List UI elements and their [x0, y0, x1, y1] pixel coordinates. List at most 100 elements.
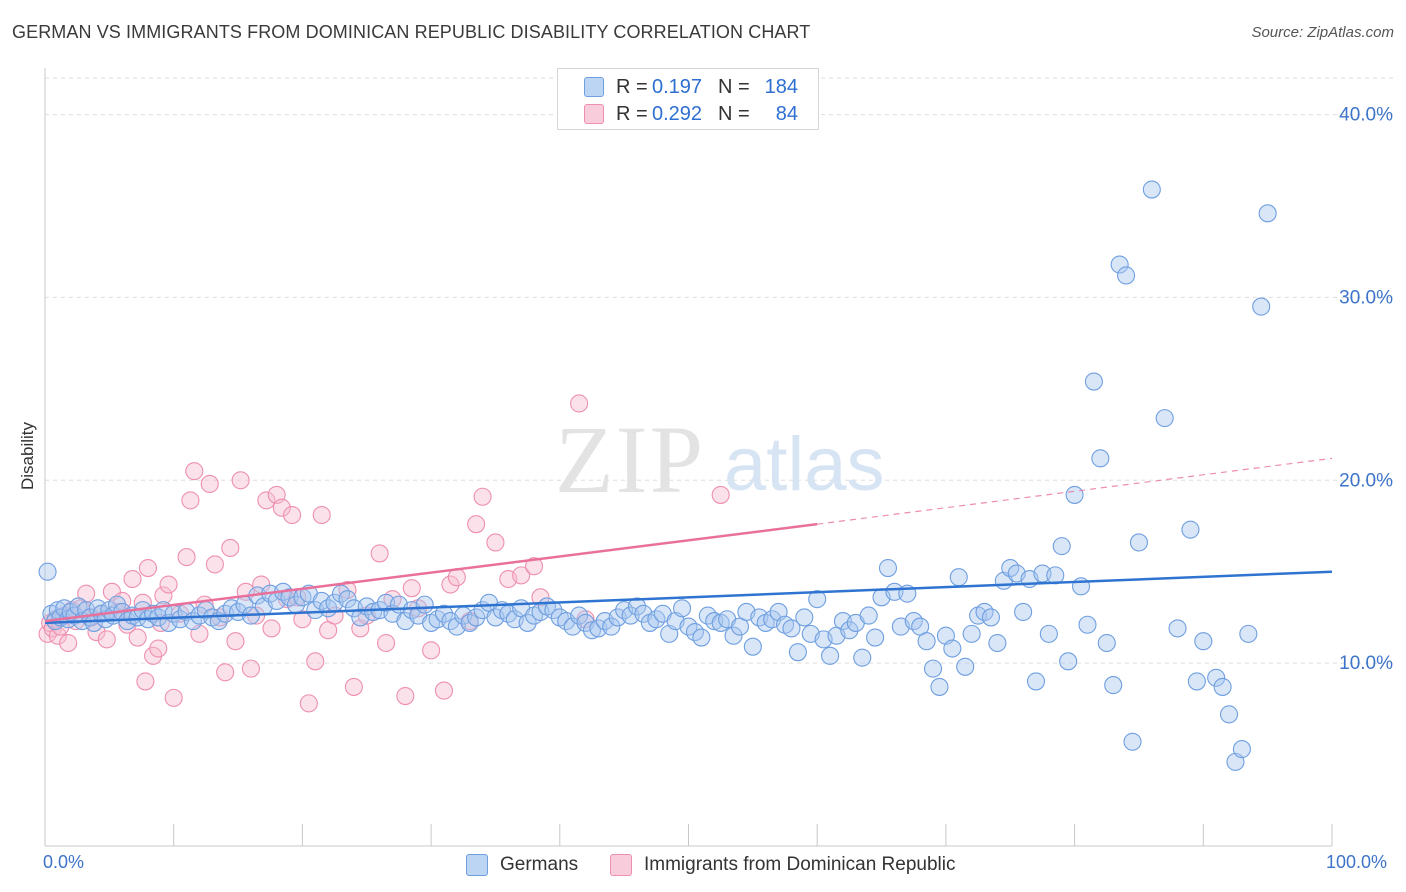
german-point — [434, 604, 454, 623]
axis-layer — [44, 68, 1333, 847]
german-point — [1213, 677, 1232, 696]
watermark: ZIP atlas — [555, 406, 885, 513]
german-point — [1039, 624, 1058, 643]
trend-layer — [44, 457, 1333, 625]
chart-title: GERMAN VS IMMIGRANTS FROM DOMINICAN REPU… — [12, 22, 811, 42]
german-point — [1207, 668, 1226, 687]
legend-dominican[interactable]: Immigrants from Dominican Republic — [610, 852, 956, 878]
german-point — [1187, 672, 1206, 691]
german-point — [930, 677, 949, 696]
german-point — [570, 606, 589, 625]
legend-germans-label: Germans — [500, 854, 579, 875]
legend-r-value: 0.292 — [652, 102, 703, 125]
dominican-point — [154, 586, 173, 605]
y-tick-label: 30.0% — [1339, 287, 1393, 308]
german-point — [1084, 372, 1103, 391]
german-point — [1065, 485, 1084, 504]
german-point — [949, 568, 968, 587]
german-point — [866, 628, 885, 647]
dominican-point — [59, 633, 78, 653]
legend-r-label: R = — [616, 102, 648, 125]
german-point — [1181, 520, 1200, 539]
german-point — [1110, 255, 1129, 274]
german-point — [1026, 672, 1046, 691]
legend-n-label: N = — [718, 75, 750, 98]
watermark-atlas: atlas — [724, 422, 885, 507]
dominican-point — [473, 487, 492, 506]
german-point — [1239, 624, 1258, 643]
german-point — [280, 588, 299, 607]
dominican-point — [434, 681, 454, 700]
y-tick-labels: 10.0% 20.0% 30.0% 40.0% — [1339, 105, 1393, 675]
legend-swatch-pink — [584, 104, 604, 124]
german-point — [38, 562, 57, 581]
german-point — [840, 621, 859, 640]
legend-r-label: R = — [616, 75, 648, 98]
dominican-point — [136, 672, 155, 691]
dominican-point — [221, 538, 240, 557]
german-point — [364, 602, 383, 621]
german-point — [853, 648, 872, 667]
dominican-point — [467, 515, 486, 534]
german-point — [415, 595, 434, 614]
german-point — [1059, 652, 1078, 671]
german-point — [795, 608, 814, 627]
legend-n-value: 84 — [775, 102, 798, 125]
legend-germans-swatch — [466, 854, 488, 876]
german-point — [582, 621, 602, 640]
german-point — [743, 637, 762, 656]
german-point — [917, 632, 936, 651]
german-point — [923, 659, 943, 678]
german-points — [38, 180, 1277, 771]
dominican-point — [159, 575, 178, 594]
dominican-point — [396, 687, 415, 706]
german-point — [788, 643, 807, 662]
german-point — [602, 617, 621, 636]
grid-layer — [45, 77, 1394, 664]
source-label: Source: ZipAtlas.com — [1251, 24, 1394, 41]
dominican-point — [312, 505, 331, 525]
dominican-point — [123, 569, 142, 589]
german-point — [1123, 732, 1142, 751]
legend-swatch-blue — [584, 77, 604, 97]
dominican-point — [272, 498, 291, 517]
y-axis-label: Disability — [18, 421, 37, 491]
german-point — [1258, 204, 1277, 223]
dominican-point — [200, 474, 219, 493]
dominican-point — [262, 619, 281, 638]
y-tick-label: 10.0% — [1339, 653, 1393, 674]
german-point — [943, 639, 962, 658]
dominican-point — [205, 555, 224, 574]
legend-dominican-swatch — [610, 854, 632, 876]
dominican-point — [306, 652, 325, 671]
stats-legend: R = 0.197 N = 184 R = 0.292 N = 84 — [557, 68, 819, 130]
x-tick-label-max: 100.0% — [1326, 852, 1388, 872]
german-point — [467, 608, 486, 627]
german-point — [956, 657, 975, 676]
dominican-point — [97, 630, 116, 649]
german-point — [1155, 409, 1174, 428]
german-point — [859, 606, 878, 625]
dominican-point — [422, 641, 441, 660]
legend-n-label: N = — [718, 102, 750, 125]
dominican-point — [525, 557, 544, 576]
german-point — [962, 624, 981, 643]
legend-row-dominican: R = 0.292 N = 84 — [584, 102, 798, 126]
y-tick-label: 40.0% — [1339, 105, 1393, 126]
german-point — [692, 628, 711, 647]
dominican-point — [164, 688, 183, 707]
dominican-point — [299, 694, 318, 713]
y-tick-label: 20.0% — [1339, 470, 1393, 491]
german-point — [1091, 449, 1110, 468]
german-point — [1117, 266, 1136, 285]
dominican-trend-line — [44, 522, 818, 623]
legend-n-value: 184 — [764, 75, 798, 98]
legend-row-germans: R = 0.197 N = 184 — [584, 75, 798, 99]
german-point — [1052, 537, 1071, 556]
dominican-trend-extension — [817, 457, 1333, 525]
legend-germans[interactable]: Germans — [466, 852, 578, 878]
german-point — [1129, 533, 1148, 552]
german-point — [1232, 740, 1251, 759]
dominican-point — [149, 639, 168, 658]
